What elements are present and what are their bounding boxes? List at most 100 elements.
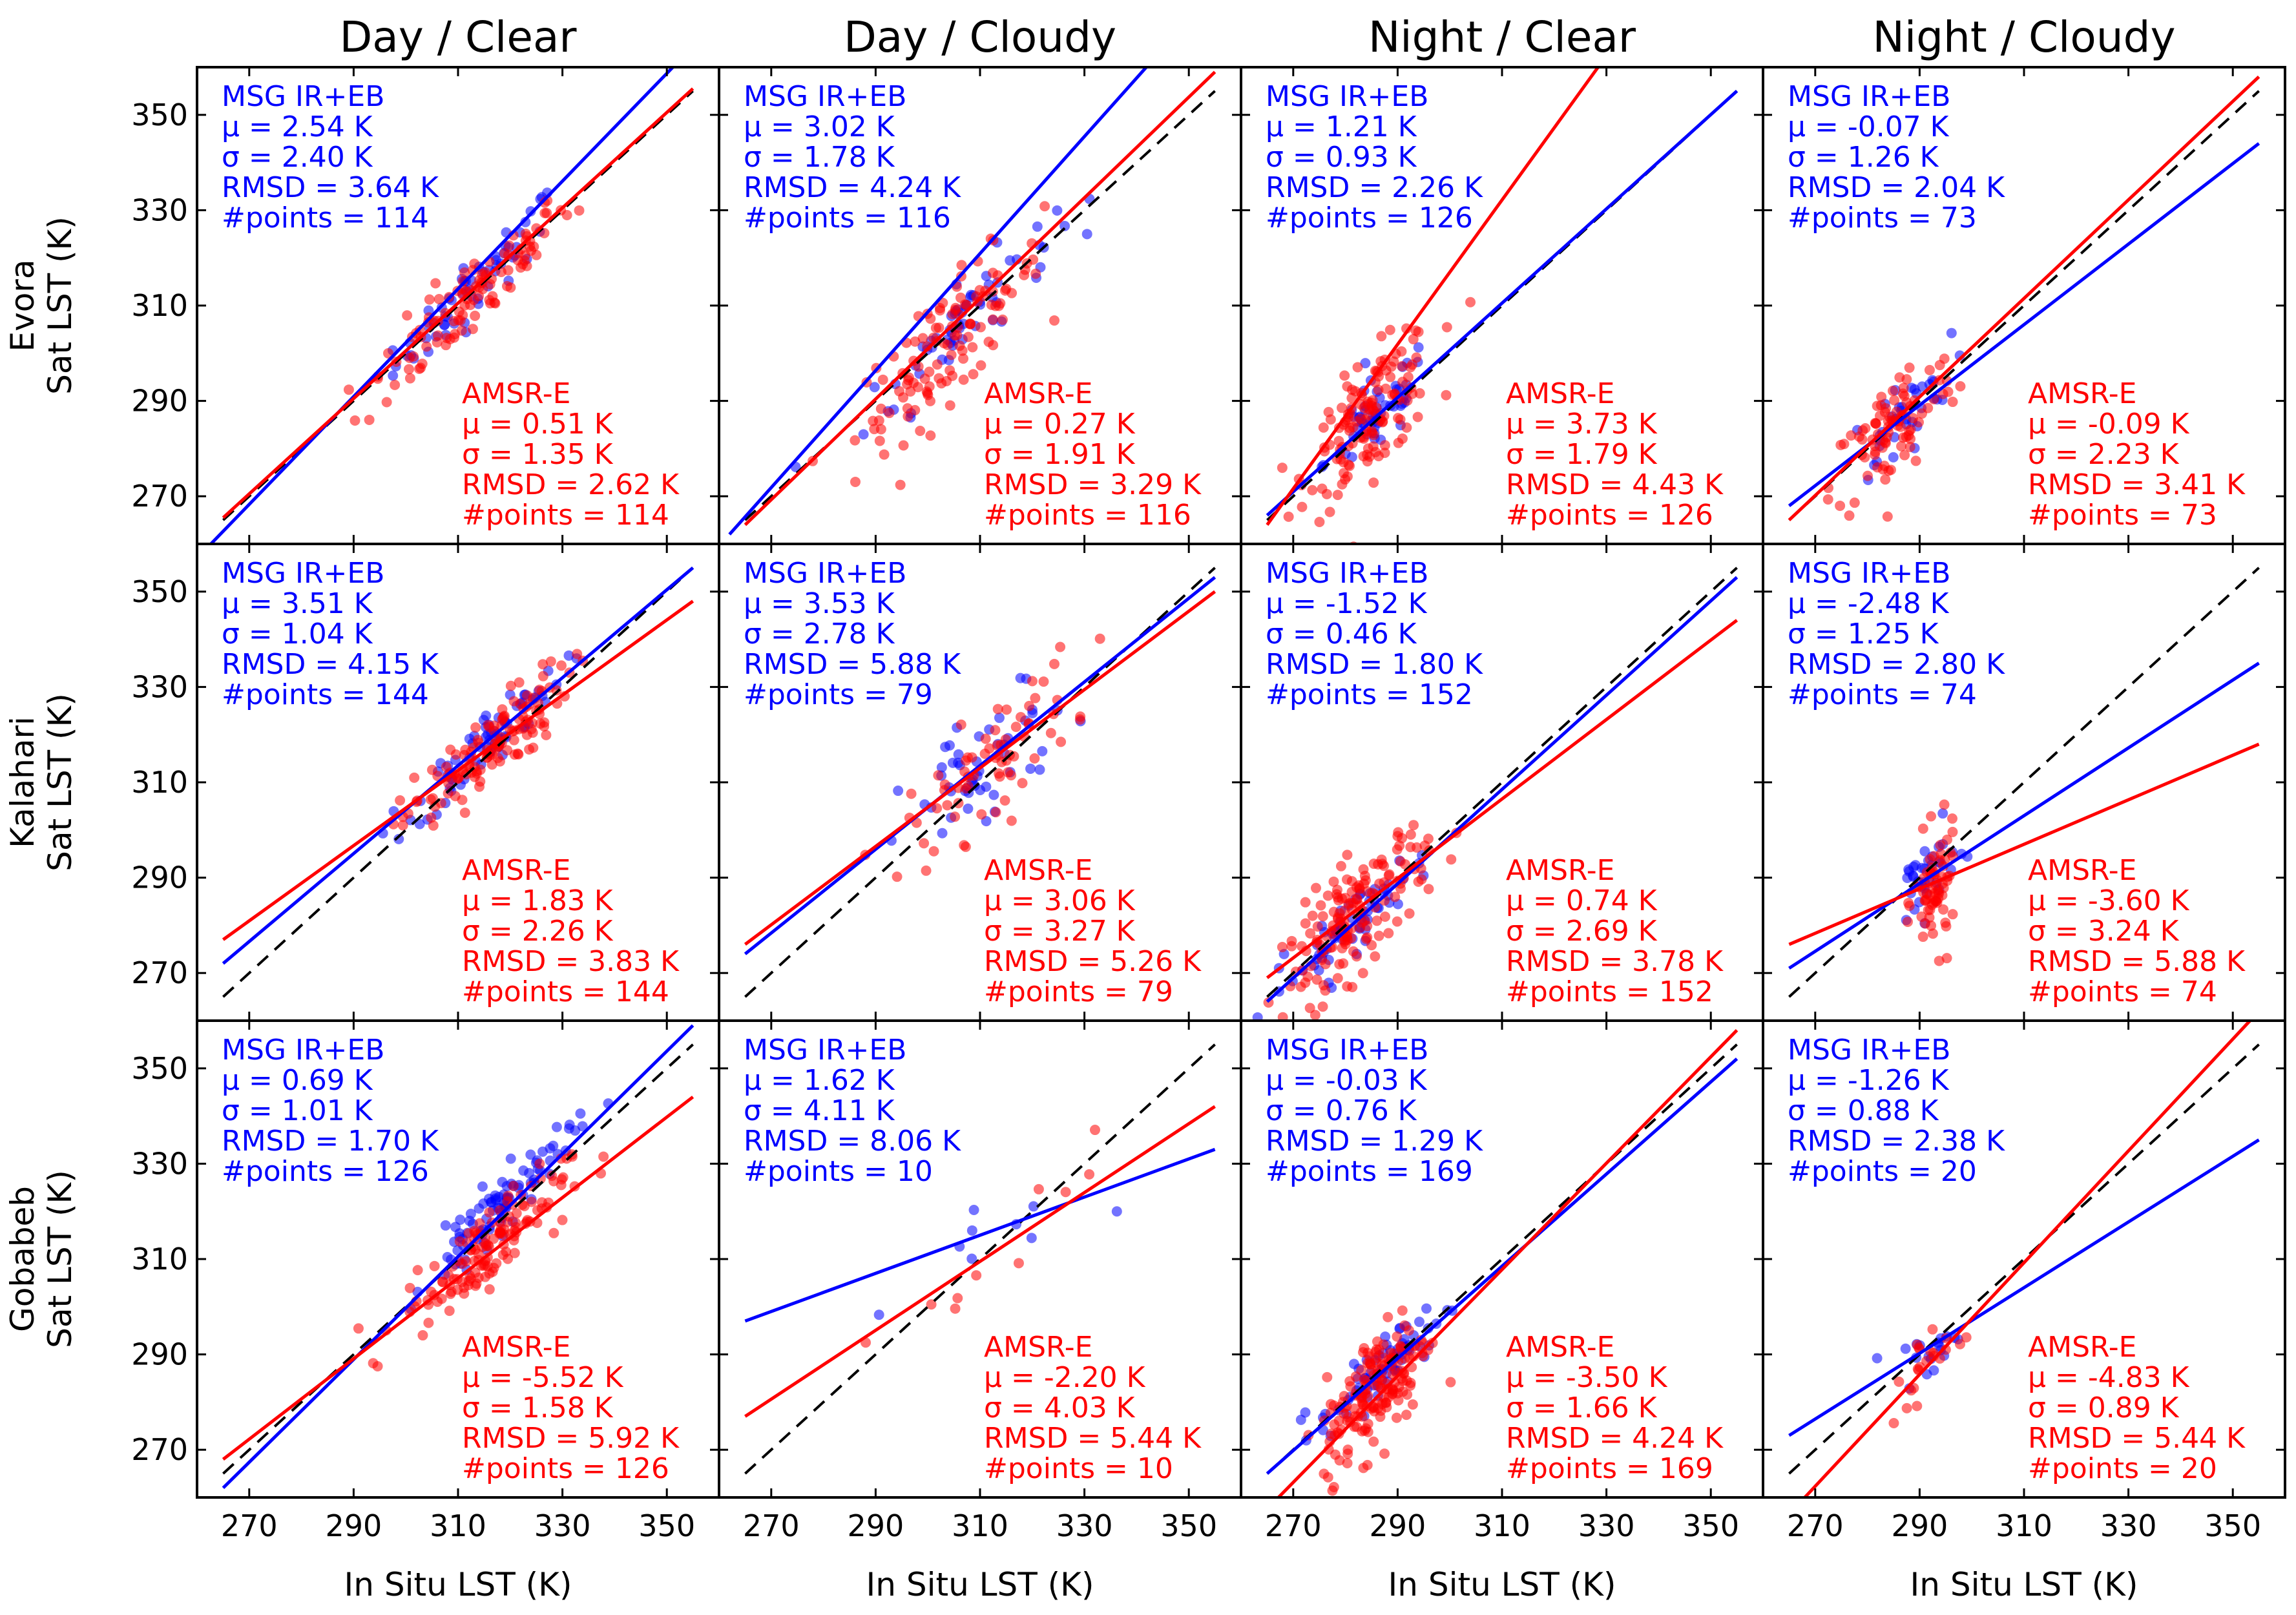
amsr-stat-sigma: σ = 1.58 K [462,1391,614,1424]
amsr-point [1084,1169,1095,1180]
msg-series-name: MSG IR+EB [1266,1034,1428,1067]
amsr-point [1870,418,1881,429]
msg-stat-rmsd: RMSD = 1.29 K [1266,1125,1483,1158]
amsr-point [1300,897,1311,908]
amsr-point [994,300,1005,311]
amsr-point [1346,933,1357,944]
amsr-point [1379,447,1390,458]
amsr-point [457,1258,468,1269]
amsr-point [545,656,556,667]
msg-stat-npoints: #points = 114 [222,202,429,234]
amsr-point [912,382,923,393]
amsr-point [1300,918,1311,929]
amsr-stat-npoints: #points = 114 [462,499,669,532]
msg-stat-npoints: #points = 126 [222,1155,429,1188]
row-axis-label: Sat LST (K) [41,1170,79,1348]
amsr-point [1924,364,1935,375]
msg-point [966,1225,977,1236]
amsr-point [1872,462,1883,473]
msg-point [440,1220,451,1231]
msg-point [944,740,955,751]
amsr-point [1329,1419,1340,1430]
amsr-point [947,370,958,381]
x-tick-label: 330 [2100,1508,2157,1543]
amsr-stat-rmsd: RMSD = 5.44 K [2028,1422,2246,1455]
amsr-point [409,772,420,783]
amsr-point [1379,440,1390,451]
plot-area [1788,1021,2260,1497]
amsr-point [509,1247,520,1258]
amsr-point [504,240,515,251]
amsr-point [1094,633,1105,644]
amsr-point [1315,900,1326,911]
amsr-stat-mu: μ = -2.20 K [984,1361,1146,1394]
msg-stat-rmsd: RMSD = 2.80 K [1788,648,2005,681]
panel-frame [1762,1019,2286,1499]
amsr-point [1342,471,1353,482]
amsr-point [961,783,972,794]
y-tick-label: 290 [131,860,188,895]
amsr-point [1328,1482,1339,1493]
amsr-fit-line [1266,67,1600,526]
msg-point [1252,1012,1263,1021]
amsr-point [454,306,464,317]
msg-series-name: MSG IR+EB [222,557,384,590]
x-tick-label: 290 [325,1508,382,1543]
amsr-point [1350,1371,1361,1382]
amsr-point [1024,700,1035,711]
plot-area [1788,75,2260,522]
amsr-point [1383,1311,1393,1322]
amsr-stat-rmsd: RMSD = 5.44 K [984,1422,1202,1455]
amsr-point [1927,1324,1938,1335]
msg-stat-mu: μ = -2.48 K [1788,587,1950,620]
amsr-point [426,812,437,823]
amsr-point [1342,874,1353,885]
amsr-point [1913,1342,1924,1353]
amsr-point [1946,813,1957,824]
amsr-point [429,1260,440,1271]
amsr-point [1358,864,1369,875]
amsr-point [1880,437,1891,448]
amsr-point [1392,1331,1403,1342]
amsr-point [903,411,913,422]
amsr-point [1322,890,1333,901]
x-tick-label: 350 [638,1508,695,1543]
msg-stat-npoints: #points = 169 [1266,1155,1473,1188]
msg-point [1413,342,1424,353]
msg-stat-mu: μ = 3.02 K [744,110,895,143]
y-tick-label: 310 [131,288,188,323]
amsr-point [1322,1472,1333,1483]
amsr-point [1899,390,1910,401]
amsr-point [343,384,354,395]
amsr-series-name: AMSR-E [2028,1331,2136,1364]
y-tick-label: 310 [131,765,188,800]
amsr-point [1401,422,1412,433]
amsr-point [1923,402,1934,413]
msg-stat-mu: μ = 2.54 K [222,110,373,143]
amsr-point [478,1260,489,1271]
msg-fit-line [744,1147,1216,1323]
amsr-point [898,440,909,451]
amsr-point [1017,778,1028,789]
y-tick-label: 270 [131,479,188,514]
amsr-point [1403,371,1414,382]
msg-point [1937,808,1948,819]
amsr-point [1917,932,1928,943]
amsr-point [997,314,1008,325]
amsr-series-name: AMSR-E [984,854,1092,887]
amsr-point [1905,441,1915,452]
msg-point [1032,221,1043,232]
amsr-point [1441,322,1452,333]
amsr-point [963,331,974,342]
msg-series-name: MSG IR+EB [744,1034,906,1067]
y-tick-label: 350 [131,1051,188,1086]
amsr-stat-rmsd: RMSD = 3.83 K [462,945,680,978]
amsr-point [474,781,485,792]
amsr-point [381,397,392,408]
msg-stat-mu: μ = 1.62 K [744,1064,895,1097]
msg-point [1081,229,1092,240]
amsr-point [496,1224,506,1235]
msg-point [966,1253,977,1264]
amsr-point [1427,1337,1438,1348]
amsr-stat-rmsd: RMSD = 5.26 K [984,945,1202,978]
